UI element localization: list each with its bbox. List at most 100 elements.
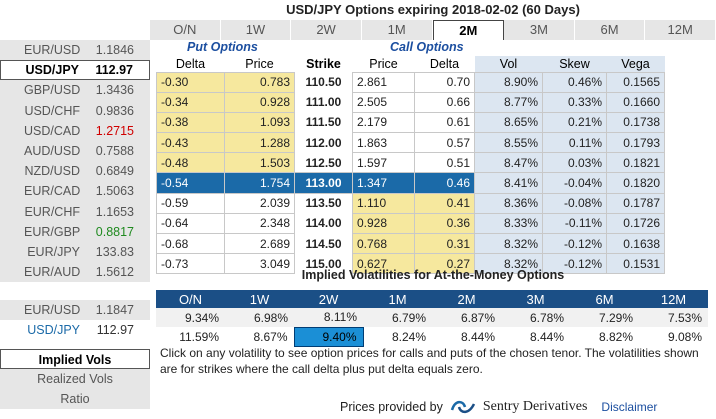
footer-prefix: Prices provided by [340, 400, 443, 414]
call-price[interactable]: 0.768 [352, 232, 415, 255]
call-delta[interactable]: 0.70 [414, 71, 475, 93]
currency-row-eurchf[interactable]: EUR/CHF 1.1653 [0, 201, 150, 222]
put-price[interactable]: 0.928 [224, 91, 295, 113]
atm-vol-cell[interactable]: 7.53% [639, 308, 708, 327]
vega: 0.1638 [606, 232, 665, 255]
put-price[interactable]: 2.348 [224, 212, 295, 235]
put-price[interactable]: 1.093 [224, 111, 295, 134]
atm-vol-cell-selected[interactable]: 9.40% [293, 326, 364, 347]
atm-vol-cell[interactable]: 6.98% [225, 308, 294, 327]
put-delta[interactable]: -0.30 [156, 71, 225, 93]
tab-2w[interactable]: 2W [291, 20, 362, 40]
nav-realized-vols[interactable]: Realized Vols [0, 369, 150, 389]
currency-row-nzdusd[interactable]: NZD/USD 0.6849 [0, 161, 150, 182]
currency-row-eurgbp[interactable]: EUR/GBP 0.8817 [0, 221, 150, 242]
call-delta[interactable]: 0.31 [414, 232, 475, 255]
atm-vol-cell[interactable]: 8.24% [363, 327, 432, 346]
call-delta[interactable]: 0.61 [414, 111, 475, 134]
atm-col-12m[interactable]: 12M [639, 290, 708, 308]
put-delta[interactable]: -0.48 [156, 152, 225, 174]
atm-vol-cell[interactable]: 11.59% [156, 327, 225, 346]
put-delta[interactable]: -0.64 [156, 212, 225, 235]
currency-row-usdcad[interactable]: USD/CAD 1.2715 [0, 120, 150, 141]
atm-vol-cell[interactable]: 8.44% [501, 327, 570, 346]
tab-1w[interactable]: 1W [220, 20, 292, 40]
call-delta[interactable]: 0.46 [414, 172, 475, 194]
currency-row-usdjpy[interactable]: USD/JPY 112.97 [0, 60, 150, 81]
vol: 8.47% [474, 152, 543, 174]
put-delta[interactable]: -0.34 [156, 91, 225, 113]
put-price[interactable]: 0.783 [224, 71, 295, 93]
atm-vol-cell[interactable]: 6.79% [363, 308, 432, 327]
atm-vol-cell[interactable]: 8.67% [225, 327, 294, 346]
currency-row-usdchf[interactable]: USD/CHF 0.9836 [0, 100, 150, 121]
currency-row-audusd[interactable]: AUD/USD 0.7588 [0, 140, 150, 162]
vega: 0.1565 [606, 71, 665, 93]
atm-vol-cell[interactable]: 6.78% [501, 308, 570, 327]
call-price[interactable]: 0.928 [352, 212, 415, 235]
call-price[interactable]: 1.347 [352, 172, 415, 194]
atm-vol-cell[interactable]: 7.29% [570, 308, 639, 327]
call-delta[interactable]: 0.57 [414, 132, 475, 154]
put-delta[interactable]: -0.43 [156, 132, 225, 154]
atm-col-on[interactable]: O/N [156, 290, 225, 308]
tab-6m[interactable]: 6M [574, 20, 646, 40]
call-price[interactable]: 1.597 [352, 152, 415, 174]
call-price[interactable]: 2.179 [352, 111, 415, 134]
atm-currency-row-usdjpy[interactable]: USD/JPY 112.97 [0, 320, 150, 340]
put-delta[interactable]: -0.73 [156, 253, 225, 275]
put-price[interactable]: 1.754 [224, 172, 295, 194]
atm-col-2w[interactable]: 2W [294, 290, 363, 308]
tab-3m[interactable]: 3M [504, 20, 575, 40]
currency-pair: USD/CHF [24, 103, 80, 118]
atm-currency-row-eurusd[interactable]: EUR/USD 1.1847 [0, 300, 150, 320]
currency-row-eurjpy[interactable]: EUR/JPY 133.83 [0, 241, 150, 263]
put-delta[interactable]: -0.59 [156, 192, 225, 214]
currency-row-eurusd[interactable]: EUR/USD 1.1846 [0, 40, 150, 61]
call-delta[interactable]: 0.36 [414, 212, 475, 235]
tab-1m[interactable]: 1M [361, 20, 433, 40]
call-delta[interactable]: 0.66 [414, 91, 475, 113]
call-price[interactable]: 1.110 [352, 192, 415, 214]
atm-col-3m[interactable]: 3M [501, 290, 570, 308]
call-delta[interactable]: 0.41 [414, 192, 475, 214]
atm-vol-cell[interactable]: 8.82% [570, 327, 639, 346]
view-nav: Implied Vols Realized Vols Ratio [0, 349, 150, 409]
atm-col-1w[interactable]: 1W [225, 290, 294, 308]
help-note: Click on any volatility to see option pr… [160, 346, 699, 376]
call-price[interactable]: 0.627 [352, 253, 415, 275]
tab-12m[interactable]: 12M [645, 20, 716, 40]
currency-pair: EUR/AUD [24, 265, 81, 280]
call-price[interactable]: 2.505 [352, 91, 415, 113]
currency-row-euraud[interactable]: EUR/AUD 1.5612 [0, 262, 150, 283]
call-price[interactable]: 2.861 [352, 71, 415, 93]
put-price[interactable]: 3.049 [224, 253, 295, 275]
atm-vol-cell[interactable]: 9.34% [156, 308, 225, 327]
atm-vol-cell[interactable]: 9.08% [639, 327, 708, 346]
atm-vol-cell[interactable]: 6.87% [432, 308, 501, 327]
tab-2m[interactable]: 2M [432, 20, 505, 40]
call-price[interactable]: 1.863 [352, 132, 415, 154]
tab-on[interactable]: O/N [150, 20, 221, 40]
currency-row-gbpusd[interactable]: GBP/USD 1.3436 [0, 80, 150, 101]
put-delta[interactable]: -0.68 [156, 232, 225, 255]
atm-currency-list: EUR/USD 1.1847 USD/JPY 112.97 [0, 300, 150, 340]
nav-implied-vols[interactable]: Implied Vols [0, 349, 150, 369]
vega: 0.1738 [606, 111, 665, 134]
put-price[interactable]: 1.288 [224, 132, 295, 154]
currency-row-eurcad[interactable]: EUR/CAD 1.5063 [0, 181, 150, 202]
atm-col-1m[interactable]: 1M [363, 290, 432, 308]
disclaimer-link[interactable]: Disclaimer [601, 400, 658, 414]
atm-vol-cell[interactable]: 8.11% [294, 308, 363, 327]
atm-col-6m[interactable]: 6M [570, 290, 639, 308]
put-delta[interactable]: -0.54 [156, 172, 225, 194]
atm-col-2m[interactable]: 2M [432, 290, 501, 308]
atm-vol-cell[interactable]: 8.44% [432, 327, 501, 346]
put-price[interactable]: 2.689 [224, 232, 295, 255]
put-price[interactable]: 1.503 [224, 152, 295, 174]
put-price[interactable]: 2.039 [224, 192, 295, 214]
put-delta[interactable]: -0.38 [156, 111, 225, 134]
call-delta[interactable]: 0.51 [414, 152, 475, 174]
currency-pair: USD/JPY [25, 63, 80, 78]
nav-ratio[interactable]: Ratio [0, 389, 150, 409]
